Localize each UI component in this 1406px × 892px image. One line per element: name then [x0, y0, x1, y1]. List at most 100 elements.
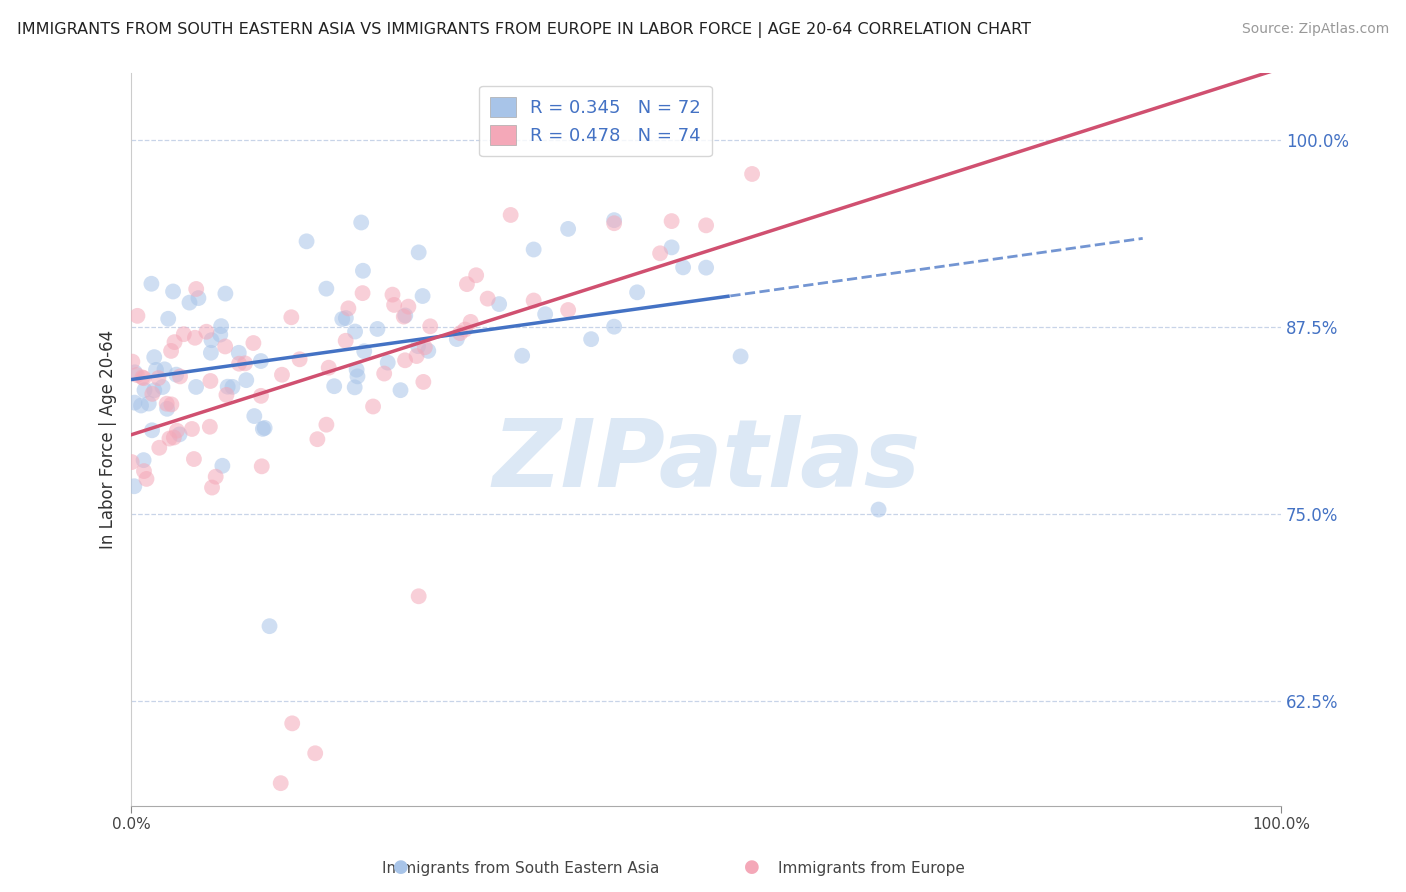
- Point: [408, 589, 430, 603]
- Point: [271, 368, 294, 382]
- Point: [233, 356, 256, 370]
- Point: [603, 319, 626, 334]
- Point: [242, 336, 264, 351]
- Point: [353, 344, 375, 359]
- Point: [200, 346, 222, 360]
- Point: [281, 716, 304, 731]
- Point: [141, 387, 163, 401]
- Point: [134, 383, 156, 397]
- Point: [125, 368, 148, 382]
- Point: [228, 357, 250, 371]
- Point: [382, 298, 405, 312]
- Point: [183, 452, 205, 467]
- Point: [449, 326, 471, 340]
- Point: [477, 292, 499, 306]
- Point: [648, 246, 671, 260]
- Point: [173, 327, 195, 342]
- Point: [131, 370, 153, 384]
- Point: [330, 312, 353, 326]
- Point: [235, 373, 257, 387]
- Point: [335, 334, 357, 348]
- Point: [350, 215, 373, 229]
- Point: [377, 356, 399, 370]
- Point: [214, 286, 236, 301]
- Point: [200, 374, 222, 388]
- Point: [141, 423, 163, 437]
- Point: [730, 350, 752, 364]
- Point: [209, 319, 232, 334]
- Point: [201, 481, 224, 495]
- Point: [160, 343, 183, 358]
- Point: [318, 360, 340, 375]
- Point: [156, 401, 179, 416]
- Point: [132, 453, 155, 467]
- Point: [198, 419, 221, 434]
- Point: [392, 310, 415, 324]
- Point: [270, 776, 292, 790]
- Point: [221, 380, 243, 394]
- Text: IMMIGRANTS FROM SOUTH EASTERN ASIA VS IMMIGRANTS FROM EUROPE IN LABOR FORCE | AG: IMMIGRANTS FROM SOUTH EASTERN ASIA VS IM…: [17, 22, 1031, 38]
- Point: [252, 422, 274, 436]
- Point: [280, 310, 302, 325]
- Point: [295, 235, 318, 249]
- Point: [217, 380, 239, 394]
- Point: [179, 295, 201, 310]
- Text: Immigrants from South Eastern Asia: Immigrants from South Eastern Asia: [381, 861, 659, 876]
- Point: [534, 307, 557, 321]
- Point: [124, 395, 146, 409]
- Point: [157, 311, 180, 326]
- Point: [523, 293, 546, 308]
- Point: [661, 240, 683, 254]
- Point: [346, 369, 368, 384]
- Point: [523, 243, 546, 257]
- Point: [413, 340, 436, 354]
- Point: [373, 367, 395, 381]
- Point: [335, 311, 357, 326]
- Point: [741, 167, 763, 181]
- Point: [187, 291, 209, 305]
- Point: [159, 432, 181, 446]
- Point: [465, 268, 488, 283]
- Text: Immigrants from Europe: Immigrants from Europe: [779, 861, 965, 876]
- Point: [603, 216, 626, 230]
- Point: [214, 339, 236, 353]
- Point: [366, 322, 388, 336]
- Point: [141, 277, 163, 291]
- Point: [195, 325, 218, 339]
- Point: [143, 350, 166, 364]
- Point: [184, 380, 207, 394]
- Point: [344, 325, 367, 339]
- Point: [456, 277, 478, 292]
- Point: [253, 421, 276, 435]
- Point: [127, 309, 149, 323]
- Point: [396, 300, 419, 314]
- Point: [695, 219, 717, 233]
- Point: [361, 400, 384, 414]
- Point: [250, 354, 273, 368]
- Point: [163, 430, 186, 444]
- Point: [346, 362, 368, 376]
- Point: [160, 397, 183, 411]
- Point: [672, 260, 695, 275]
- Point: [315, 417, 337, 432]
- Point: [163, 335, 186, 350]
- Point: [460, 315, 482, 329]
- Point: [228, 346, 250, 360]
- Point: [204, 469, 226, 483]
- Point: [408, 245, 430, 260]
- Point: [250, 459, 273, 474]
- Point: [243, 409, 266, 423]
- Point: [124, 479, 146, 493]
- Point: [488, 297, 510, 311]
- Point: [143, 384, 166, 398]
- Point: [132, 371, 155, 385]
- Point: [153, 362, 176, 376]
- Legend: R = 0.345   N = 72, R = 0.478   N = 74: R = 0.345 N = 72, R = 0.478 N = 74: [479, 86, 711, 156]
- Point: [323, 379, 346, 393]
- Point: [405, 349, 427, 363]
- Point: [406, 339, 429, 353]
- Point: [695, 260, 717, 275]
- Point: [603, 213, 626, 227]
- Point: [499, 208, 522, 222]
- Point: [868, 502, 890, 516]
